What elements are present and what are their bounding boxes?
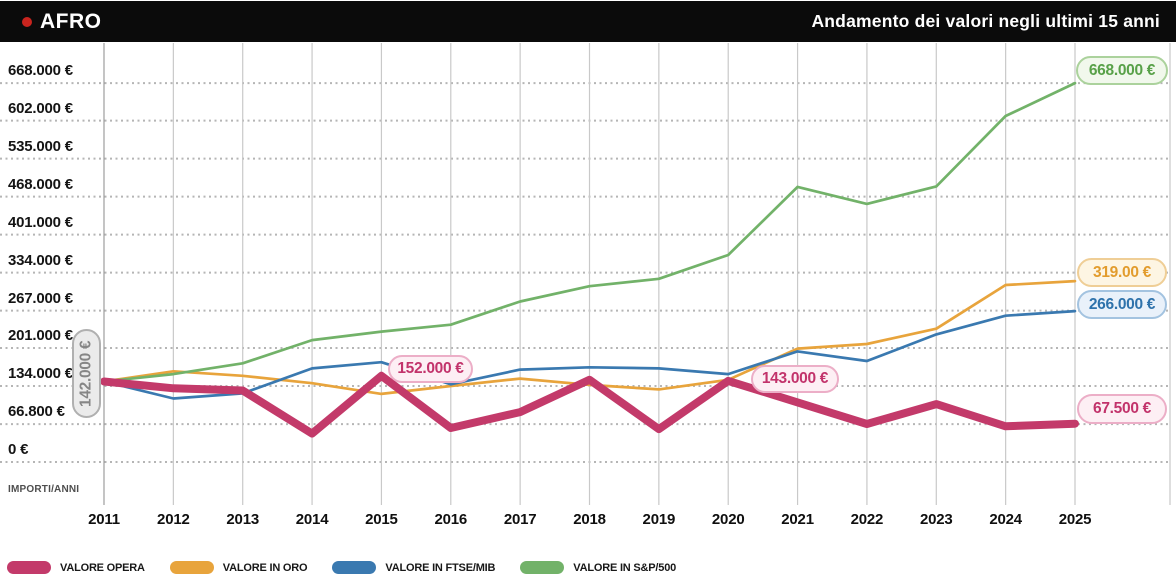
axis-caption: IMPORTI/ANNI [8,484,80,495]
x-axis-label: 2015 [365,511,398,528]
y-axis-label: 0 € [8,441,29,458]
x-axis-label: 2013 [226,511,259,528]
x-axis-label: 2014 [295,511,329,528]
value-badge-end-ftse: 266.000 € [1077,290,1167,319]
y-axis-label: 66.800 € [8,403,65,421]
x-axis-label: 2025 [1058,511,1092,528]
header-bar: AFRO Andamento dei valori negli ultimi 1… [0,1,1176,42]
y-axis-label: 134.000 € [8,365,73,382]
legend-swatch-icon [520,561,565,574]
x-axis-label: 2019 [642,511,676,528]
y-axis-label: 668.000 € [8,62,73,80]
x-axis-label: 2022 [850,511,884,528]
legend-label: VALORE IN FTSE/MIB [385,561,496,574]
legend-label: VALORE IN ORO [222,561,308,574]
x-axis-label: 2016 [434,511,468,528]
x-axis-label: 2018 [573,511,606,528]
legend-swatch-icon [169,561,214,574]
value-badge-peak-2015: 152.000 € [388,355,473,383]
y-axis-label: 201.000 € [8,327,73,344]
value-badge-end-oro: 319.00 € [1077,258,1167,287]
x-axis-label: 2017 [503,511,537,528]
y-axis-label: 334.000 € [8,251,73,269]
series-line-valore-opera[interactable] [100,371,1079,438]
value-badge-end-opera: 67.500 € [1077,394,1167,424]
legend-item-valore-in-s-p-500[interactable]: VALORE IN S&P/500 [520,561,676,574]
legend-label: VALORE OPERA [60,561,145,574]
legend-swatch-icon [332,561,377,574]
series-line-valore-in-oro[interactable] [102,279,1077,396]
legend-swatch-icon [7,561,51,574]
x-axis-label: 2012 [157,511,190,528]
series-line-valore-in-s-p-500[interactable] [102,81,1077,383]
legend-item-valore-in-oro[interactable]: VALORE IN ORO [169,561,308,574]
y-axis-label: 602.000 € [8,99,73,117]
x-axis-label: 2011 [88,511,120,528]
brand-dot-icon [22,16,32,27]
x-axis-label: 2021 [781,511,814,528]
chart-title: Andamento dei valori negli ultimi 15 ann… [811,11,1160,31]
value-badge-peak-2020: 143.000 € [751,365,839,393]
y-axis-label: 401.000 € [8,213,73,231]
y-axis-label: 267.000 € [8,289,73,307]
legend: VALORE OPERA VALORE IN ORO VALORE IN FTSE/… [7,561,701,574]
brand-name: AFRO [40,9,102,33]
legend-item-valore-in-ftse-mib[interactable]: VALORE IN FTSE/MIB [332,561,495,574]
x-axis-label: 2023 [919,511,953,528]
y-axis-label: 535.000 € [8,137,73,155]
series-line-valore-in-ftse-mib[interactable] [102,309,1077,400]
legend-item-valore-opera[interactable]: VALORE OPERA [7,561,145,574]
value-badge-start-value: 142.000 € [72,329,101,418]
x-axis-label: 2024 [989,511,1022,528]
y-axis-label: 468.000 € [8,175,73,193]
x-axis-label: 2020 [711,511,745,528]
legend-label: VALORE IN S&P/500 [573,561,677,574]
value-badge-end-sp500: 668.000 € [1076,56,1168,85]
